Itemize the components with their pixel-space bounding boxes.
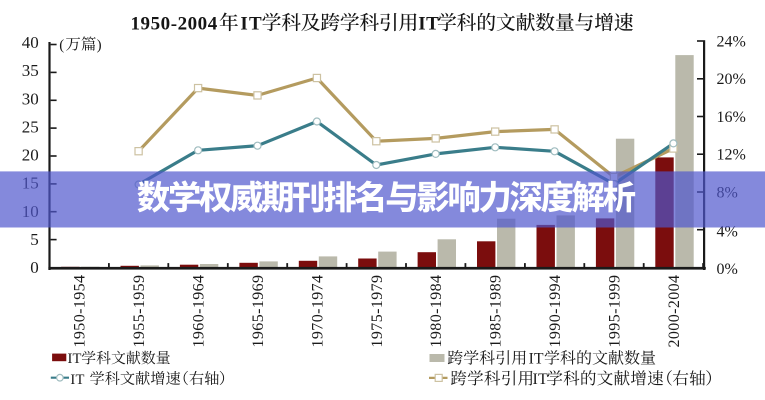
svg-text:20: 20	[22, 146, 39, 165]
svg-text:24%: 24%	[717, 33, 746, 50]
svg-text:0%: 0%	[717, 261, 738, 278]
svg-text:IT: IT	[529, 351, 544, 368]
svg-text:1950-1954: 1950-1954	[72, 275, 89, 348]
svg-text:1980-1984: 1980-1984	[428, 275, 445, 348]
svg-text:1965-1969: 1965-1969	[250, 275, 267, 348]
svg-text:1970-1974: 1970-1974	[309, 275, 326, 348]
svg-text:1990-1994: 1990-1994	[547, 275, 564, 348]
svg-text:40: 40	[22, 33, 39, 52]
svg-text:12%: 12%	[717, 147, 746, 164]
svg-text:(: (	[59, 38, 64, 54]
svg-text:1985-1989: 1985-1989	[488, 275, 505, 348]
svg-text:35: 35	[22, 61, 39, 80]
svg-text:1950-2004: 1950-2004	[131, 14, 218, 35]
svg-text:0: 0	[30, 258, 39, 277]
svg-text:IT: IT	[70, 372, 84, 388]
svg-text:1955-1959: 1955-1959	[131, 275, 148, 348]
svg-text:IT: IT	[68, 351, 82, 367]
svg-text:30: 30	[22, 89, 39, 108]
svg-text:16%: 16%	[717, 109, 746, 126]
svg-text:): )	[97, 38, 102, 54]
svg-text:1995-1999: 1995-1999	[607, 275, 624, 348]
svg-text:25: 25	[22, 117, 39, 136]
svg-text:IT: IT	[533, 371, 549, 388]
svg-text:20%: 20%	[717, 71, 746, 88]
svg-text:5: 5	[30, 230, 39, 249]
svg-text:IT: IT	[240, 14, 262, 35]
svg-text:4%: 4%	[717, 224, 738, 241]
svg-text:1960-1964: 1960-1964	[191, 275, 208, 348]
svg-text:2000-2004: 2000-2004	[666, 275, 683, 348]
svg-text:1975-1979: 1975-1979	[369, 275, 386, 348]
svg-text:IT: IT	[418, 14, 439, 35]
